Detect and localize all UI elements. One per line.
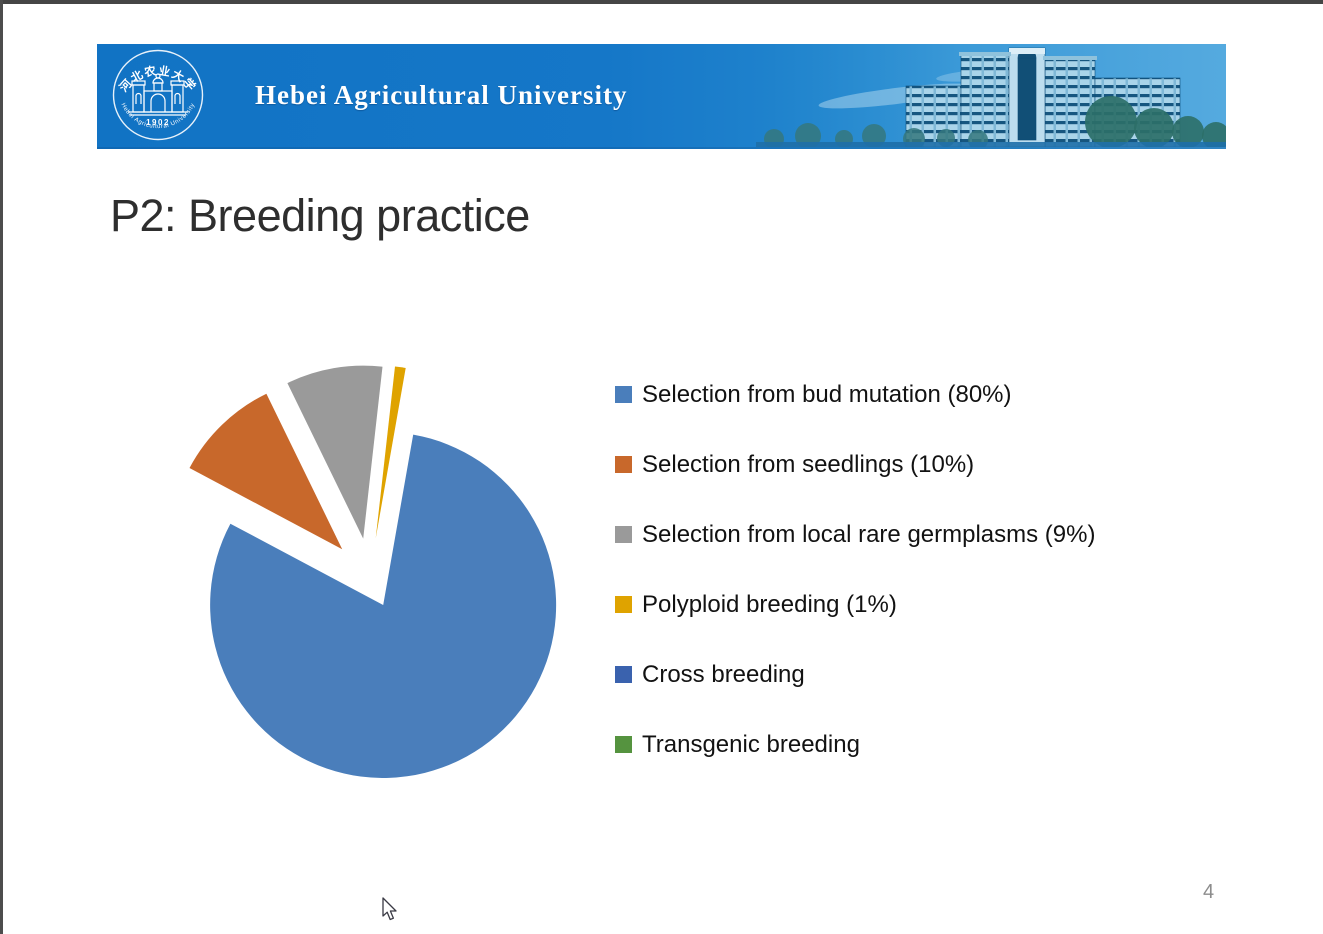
legend-item: Selection from local rare germplasms (9%… [615, 520, 1096, 548]
pie-slice-3 [375, 366, 406, 539]
university-logo-icon: 河北农业大学 Hebei Agricultural University 190… [112, 49, 204, 141]
logo-ring [112, 49, 204, 141]
legend-item: Polyploid breeding (1%) [615, 590, 1095, 618]
window-left-edge [0, 0, 3, 934]
university-banner: 河北农业大学 Hebei Agricultural University 190… [97, 44, 1226, 149]
pie-slice-1 [189, 393, 343, 550]
pie-slice-0 [210, 434, 557, 778]
mouse-cursor-icon [382, 897, 397, 921]
campus-building [905, 47, 1181, 147]
page-number: 4 [1203, 881, 1215, 903]
legend-item: Selection from bud mutation (80%) [615, 380, 1095, 408]
slide-title: P2: Breeding practice [110, 190, 530, 241]
pie-slice-2 [287, 365, 383, 539]
legend-item: Selection from seedlings (10%) [615, 450, 1095, 478]
legend-swatch [615, 386, 632, 403]
photo-trees [764, 96, 1226, 147]
logo-year: 1902 [146, 118, 170, 127]
legend-item-label: Transgenic breeding [642, 730, 860, 758]
legend-item-label: Selection from seedlings (10%) [642, 450, 975, 478]
photo-ground [756, 142, 1226, 147]
logo-gate-drawing [128, 73, 188, 116]
university-name: Hebei Agricultural University [255, 80, 628, 110]
legend-item-label: Polyploid breeding (1%) [642, 590, 897, 618]
campus-photo [756, 44, 1226, 147]
legend-swatch [615, 666, 632, 683]
legend-item-label: Selection from bud mutation (80%) [642, 380, 1012, 408]
chart-legend: Selection from bud mutation (80%) Select… [615, 380, 1096, 802]
legend-item-label: Cross breeding [642, 660, 805, 688]
legend-swatch [615, 526, 632, 543]
legend-swatch [615, 456, 632, 473]
window-top-edge [0, 0, 1323, 4]
legend-item: Transgenic breeding [615, 730, 1095, 758]
legend-swatch [615, 596, 632, 613]
legend-swatch [615, 736, 632, 753]
legend-item: Cross breeding [615, 660, 1095, 688]
logo-chinese-name: 河北农业大学 [117, 63, 200, 94]
legend-item-label: Selection from local rare germplasms (9%… [642, 520, 1096, 548]
pie-chart [189, 365, 557, 778]
